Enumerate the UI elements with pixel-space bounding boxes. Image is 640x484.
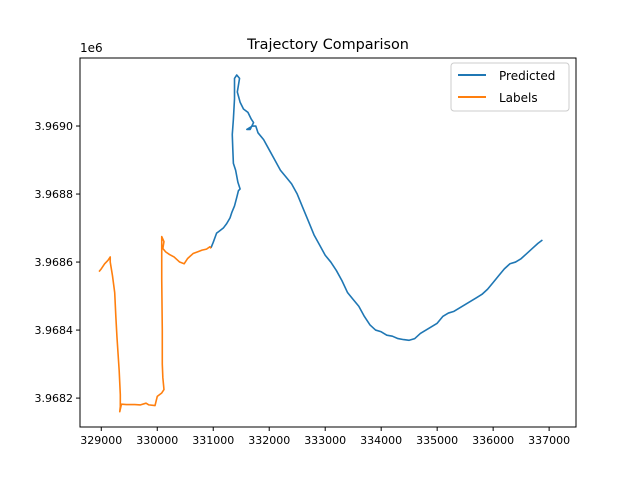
series-line-predicted: [210, 74, 543, 342]
legend-label-labels: Labels: [499, 91, 538, 105]
legend-label-predicted: Predicted: [499, 69, 555, 83]
y-tick-label: 3.9688: [35, 188, 74, 201]
x-tick-label: 336000: [472, 434, 514, 447]
y-tick-label: 3.9690: [35, 120, 74, 133]
x-tick-label: 329000: [80, 434, 122, 447]
x-tick-label: 334000: [360, 434, 402, 447]
x-axis: 329000 330000 331000 332000 333000 334000 3350…: [80, 427, 570, 447]
legend: Predicted Labels: [450, 62, 570, 112]
series-layer: [98, 74, 543, 413]
y-tick-label: 3.9686: [35, 256, 74, 269]
x-tick-label: 333000: [304, 434, 346, 447]
y-tick-label: 3.9682: [35, 392, 74, 405]
chart-title: Trajectory Comparison: [246, 37, 409, 53]
x-tick-label: 332000: [248, 434, 290, 447]
series-line-labels: [98, 235, 212, 413]
y-offset-label: 1e6: [80, 41, 103, 55]
x-tick-label: 337000: [528, 434, 570, 447]
plot-frame: [79, 57, 577, 428]
x-tick-label: 331000: [192, 434, 234, 447]
y-tick-label: 3.9684: [35, 324, 74, 337]
y-axis: 3.9682 3.9684 3.9686 3.9688 3.9690: [35, 120, 80, 405]
x-tick-label: 335000: [416, 434, 458, 447]
x-tick-label: 330000: [136, 434, 178, 447]
